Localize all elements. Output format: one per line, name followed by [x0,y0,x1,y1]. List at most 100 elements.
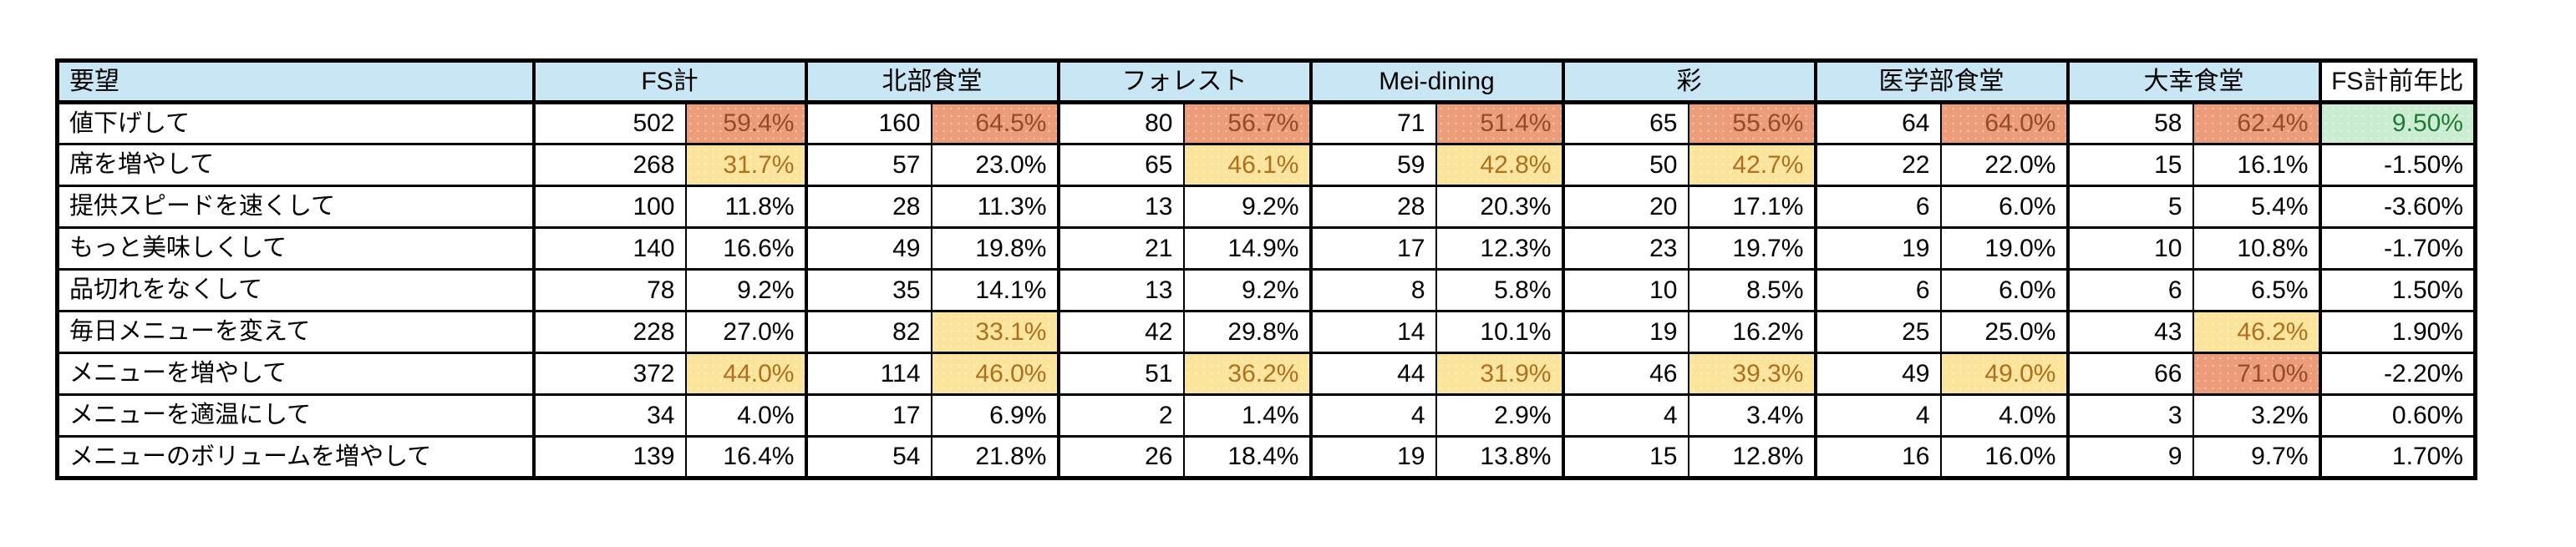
percent-cell: 6.0% [1939,185,2068,228]
yoy-cell: -2.20% [2318,352,2476,395]
percent-cell: 29.8% [1182,310,1311,353]
percent-cell: 44.0% [684,352,806,395]
percent-cell: 19.7% [1687,226,1816,270]
percent-cell: 14.9% [1182,226,1311,270]
percent-cell: 16.1% [2192,143,2320,186]
count-cell: 15 [2065,143,2193,186]
count-cell: 59 [1308,143,1436,186]
percent-cell: 22.0% [1939,143,2068,186]
yoy-cell: -1.70% [2318,226,2476,270]
row-label: もっと美味しくして [57,226,534,270]
table-row: メニューを適温にして 34 4.0% 17 6.9% 2 1.4% 4 2.9% 4 3.4% 4 4.… [57,393,2476,437]
table-row: 品切れをなくして 78 9.2% 35 14.1% 13 9.2% 8 5.8% 10 8.5% 6 6… [57,268,2476,311]
percent-cell: 4.0% [684,393,806,437]
count-cell: 15 [1561,435,1689,479]
percent-cell: 20.3% [1435,185,1563,228]
percent-cell: 1.4% [1182,393,1311,437]
count-cell: 65 [1056,143,1184,186]
count-cell: 3 [2065,393,2193,437]
percent-cell: 9.2% [684,268,806,311]
count-cell: 10 [2065,226,2193,270]
row-label: メニューを適温にして [57,393,534,437]
percent-cell: 64.0% [1939,102,2068,144]
count-cell: 64 [1813,102,1941,144]
percent-cell: 16.4% [684,435,806,479]
yoy-cell: 0.60% [2318,393,2476,437]
count-cell: 5 [2065,185,2193,228]
table-body: 値下げして 502 59.4% 160 64.5% 80 56.7% 71 51.4% 65 55.… [57,102,2476,479]
yoy-cell: 1.70% [2318,435,2476,479]
percent-cell: 55.6% [1687,102,1816,144]
header-row: 要望 FS計 北部食堂 フォレスト Mei-dining 彩 医学部食堂 大幸食… [57,60,2476,104]
count-cell: 6 [1813,268,1941,311]
header-mei-dining: Mei-dining [1308,60,1563,104]
count-cell: 4 [1308,393,1436,437]
table-header: 要望 FS計 北部食堂 フォレスト Mei-dining 彩 医学部食堂 大幸食… [57,60,2476,104]
count-cell: 4 [1813,393,1941,437]
percent-cell: 6.0% [1939,268,2068,311]
count-cell: 16 [1813,435,1941,479]
count-cell: 34 [531,393,686,437]
percent-cell: 33.1% [930,310,1059,353]
count-cell: 23 [1561,226,1689,270]
percent-cell: 71.0% [2192,352,2320,395]
row-label: 提供スピードを速くして [57,185,534,228]
percent-cell: 8.5% [1687,268,1816,311]
count-cell: 140 [531,226,686,270]
row-label: 席を増やして [57,143,534,186]
percent-cell: 42.8% [1435,143,1563,186]
row-label: 値下げして [57,102,534,144]
header-fs-total-yoy: FS計前年比 [2318,60,2476,104]
table-row: もっと美味しくして 140 16.6% 49 19.8% 21 14.9% 17 12.3% 23… [57,226,2476,270]
table-row: メニューのボリュームを増やして 139 16.4% 54 21.8% 26 18.4% 19 1… [57,435,2476,479]
percent-cell: 5.8% [1435,268,1563,311]
row-label: 品切れをなくして [57,268,534,311]
count-cell: 71 [1308,102,1436,144]
percent-cell: 9.2% [1182,185,1311,228]
count-cell: 66 [2065,352,2193,395]
count-cell: 13 [1056,268,1184,311]
count-cell: 49 [804,226,932,270]
percent-cell: 6.5% [2192,268,2320,311]
count-cell: 51 [1056,352,1184,395]
cafeteria-requests-table: 要望 FS計 北部食堂 フォレスト Mei-dining 彩 医学部食堂 大幸食… [55,58,2477,480]
cafeteria-requests-table-wrapper: 要望 FS計 北部食堂 フォレスト Mei-dining 彩 医学部食堂 大幸食… [55,58,2477,480]
yoy-cell: 9.50% [2318,102,2476,144]
count-cell: 100 [531,185,686,228]
row-label: 毎日メニューを変えて [57,310,534,353]
count-cell: 20 [1561,185,1689,228]
header-fs-total: FS計 [531,60,806,104]
percent-cell: 11.8% [684,185,806,228]
count-cell: 13 [1056,185,1184,228]
count-cell: 54 [804,435,932,479]
count-cell: 2 [1056,393,1184,437]
percent-cell: 4.0% [1939,393,2068,437]
percent-cell: 10.1% [1435,310,1563,353]
header-irodori: 彩 [1561,60,1816,104]
table-row: 席を増やして 268 31.7% 57 23.0% 65 46.1% 59 42.8% 50 42.… [57,143,2476,186]
yoy-cell: -1.50% [2318,143,2476,186]
header-taiko: 大幸食堂 [2065,60,2320,104]
count-cell: 10 [1561,268,1689,311]
yoy-cell: 1.50% [2318,268,2476,311]
percent-cell: 3.4% [1687,393,1816,437]
percent-cell: 12.3% [1435,226,1563,270]
count-cell: 14 [1308,310,1436,353]
header-hokubu: 北部食堂 [804,60,1059,104]
percent-cell: 36.2% [1182,352,1311,395]
percent-cell: 49.0% [1939,352,2068,395]
percent-cell: 19.0% [1939,226,2068,270]
percent-cell: 13.8% [1435,435,1563,479]
percent-cell: 46.1% [1182,143,1311,186]
percent-cell: 64.5% [930,102,1059,144]
count-cell: 6 [1813,185,1941,228]
percent-cell: 39.3% [1687,352,1816,395]
yoy-cell: -3.60% [2318,185,2476,228]
header-requests: 要望 [57,60,534,104]
count-cell: 372 [531,352,686,395]
count-cell: 21 [1056,226,1184,270]
row-label: メニューのボリュームを増やして [57,435,534,479]
percent-cell: 27.0% [684,310,806,353]
count-cell: 502 [531,102,686,144]
percent-cell: 11.3% [930,185,1059,228]
